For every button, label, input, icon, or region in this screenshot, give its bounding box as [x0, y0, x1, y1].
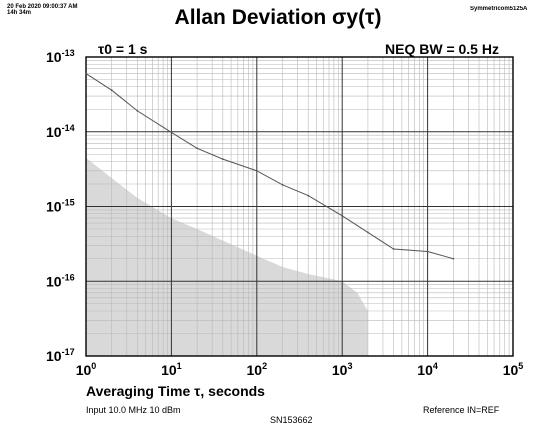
- adev-series-line: [85, 73, 454, 260]
- adev-data-point: [307, 194, 310, 197]
- timestamp-label: 20 Feb 2020 09:00:37 AM: [7, 4, 78, 10]
- neq-bw-annotation: NEQ BW = 0.5 Hz: [385, 41, 499, 57]
- tau0-annotation: τ0 = 1 s: [98, 41, 148, 57]
- plot-frame: [85, 56, 514, 357]
- y-tick-label: 10-14: [46, 123, 75, 140]
- y-tick-label: 10-17: [46, 347, 75, 364]
- y-tick-label: 10-13: [46, 48, 75, 65]
- adev-data-point: [392, 248, 395, 250]
- adev-data-point: [85, 72, 87, 75]
- adev-data-point: [426, 250, 429, 253]
- reference-info: Reference IN=REF: [423, 405, 500, 415]
- serial-number: SN153662: [270, 415, 313, 425]
- vendor-label: Symmetricom5125A: [470, 6, 528, 12]
- duration-label: 14h 34m: [7, 10, 32, 16]
- adev-data-point: [452, 257, 455, 260]
- adev-data-point: [196, 147, 199, 150]
- x-tick-label: 103: [332, 361, 353, 378]
- y-tick-label: 10-15: [46, 198, 75, 215]
- input-info: Input 10.0 MHz 10 dBm: [86, 405, 181, 415]
- adev-data-point: [281, 183, 284, 186]
- adev-data-point: [170, 131, 173, 134]
- adev-data-point: [255, 169, 258, 172]
- x-tick-label: 104: [417, 361, 438, 378]
- adev-data-point: [221, 158, 224, 161]
- x-tick-label: 101: [161, 361, 182, 378]
- x-axis-label: Averaging Time τ, seconds: [86, 383, 265, 399]
- adev-data-point: [110, 89, 113, 92]
- x-tick-label: 100: [76, 361, 97, 378]
- adev-data-point: [341, 214, 344, 217]
- adev-data-point: [136, 110, 139, 112]
- x-tick-label: 102: [247, 361, 268, 378]
- x-tick-label: 105: [503, 361, 524, 378]
- y-tick-label: 10-16: [46, 272, 75, 289]
- adev-data-point: [367, 231, 369, 234]
- chart-title: Allan Deviation σy(τ): [174, 6, 382, 29]
- noise-floor-region: [86, 157, 368, 356]
